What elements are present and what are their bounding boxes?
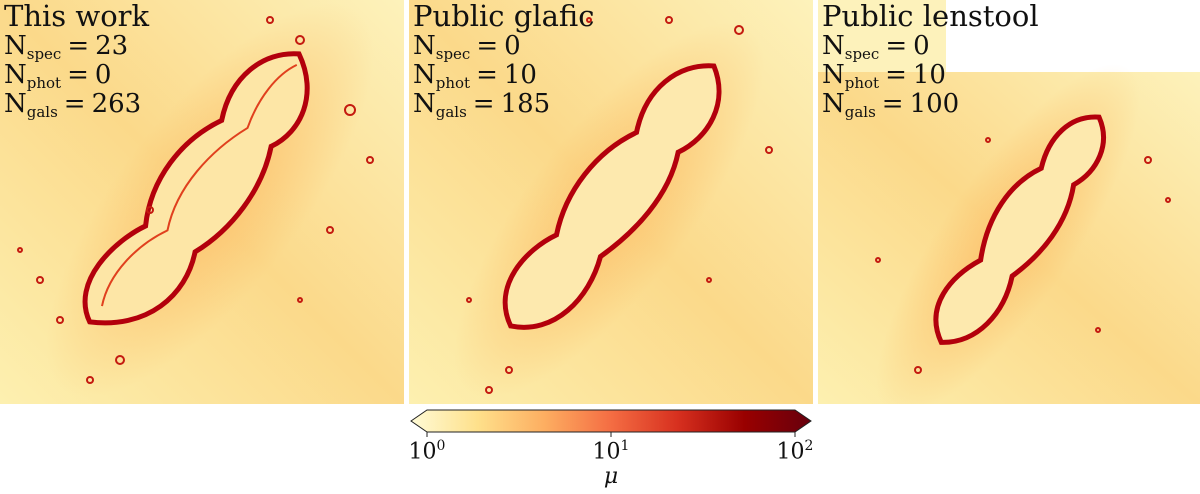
n-phot-row: Nphot = 10 <box>413 60 537 92</box>
panel-title: Public lenstool <box>822 0 1039 33</box>
n-gals-row: Ngals = 100 <box>822 89 960 121</box>
n-phot-value: 10 <box>503 60 537 90</box>
tick-label-2: 102 <box>776 438 814 465</box>
n-gals-value: 185 <box>500 89 551 119</box>
n-phot-row: Nphot = 0 <box>4 60 112 92</box>
colorbar: 100 101 102 μ <box>409 408 813 494</box>
n-gals-value: 263 <box>91 89 142 119</box>
magnification-map-lenstool <box>818 0 1200 404</box>
n-gals-row: Ngals = 185 <box>413 89 551 121</box>
n-spec-row: Nspec = 0 <box>822 31 930 63</box>
n-phot-value: 10 <box>912 60 946 90</box>
magnification-map-glafic <box>409 0 813 404</box>
n-spec-row: Nspec = 23 <box>4 31 129 63</box>
tick-label-0: 100 <box>408 438 446 465</box>
panel-this-work: This work Nspec = 23 Nphot = 0 Ngals = 263 <box>0 0 404 404</box>
n-spec-value: 0 <box>913 31 930 61</box>
magnification-map-this-work <box>0 0 404 404</box>
panel-public-glafic: Public glafic Nspec = 0 Nphot = 10 Ngals = 185 <box>409 0 813 404</box>
n-spec-value: 0 <box>504 31 521 61</box>
n-phot-row: Nphot = 10 <box>822 60 946 92</box>
panel-title: Public glafic <box>413 0 595 33</box>
panel-public-lenstool: Public lenstool Nspec = 0 Nphot = 10 Ngals = 1… <box>818 0 1200 404</box>
n-phot-value: 0 <box>94 60 112 90</box>
n-spec-value: 23 <box>95 31 129 61</box>
n-spec-row: Nspec = 0 <box>413 31 521 63</box>
panel-title: This work <box>4 0 150 33</box>
tick-label-1: 101 <box>592 438 630 465</box>
colorbar-label: μ <box>603 464 619 489</box>
colorbar-gradient <box>410 409 812 437</box>
n-gals-value: 100 <box>909 89 960 119</box>
n-gals-row: Ngals = 263 <box>4 89 142 121</box>
